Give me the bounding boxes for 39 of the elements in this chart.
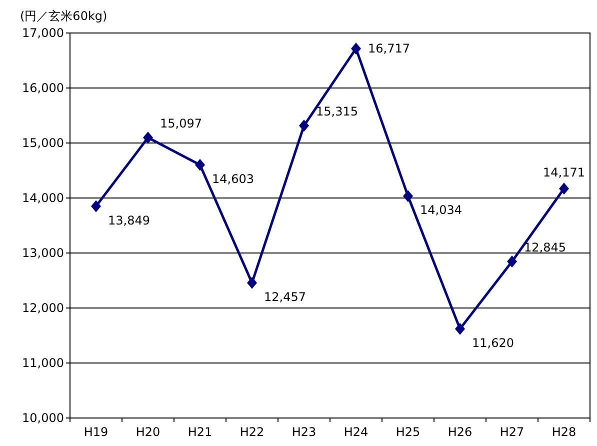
y-tick-label: 10,000 [22, 411, 64, 425]
data-label: 15,097 [160, 116, 202, 131]
x-tick-label: H20 [136, 425, 160, 439]
point [403, 190, 413, 202]
point [351, 42, 361, 55]
data-label: 14,034 [420, 203, 462, 218]
data-label: 16,717 [368, 42, 410, 56]
data-label: 12,457 [264, 290, 306, 304]
x-tick-label: H26 [448, 425, 472, 439]
data-label: 15,315 [316, 104, 358, 119]
x-tick-label: H27 [500, 425, 524, 439]
point [247, 276, 257, 289]
data-label: 12,845 [524, 240, 566, 255]
point [559, 182, 569, 195]
point [455, 322, 465, 335]
y-tick-label: 16,000 [22, 81, 64, 95]
y-tick-label: 15,000 [22, 136, 64, 150]
x-tick-label: H21 [188, 425, 212, 439]
data-label: 11,620 [472, 336, 514, 350]
point [299, 120, 309, 132]
data-label: 14,603 [212, 172, 254, 186]
y-tick-label: 17,000 [22, 26, 64, 40]
y-tick-label: 13,000 [22, 246, 64, 260]
point [507, 256, 517, 268]
y-axis-title: (円／玄米60kg) [20, 9, 108, 23]
y-tick-label: 11,000 [22, 356, 64, 370]
x-tick-label: H19 [84, 425, 108, 439]
point [143, 132, 153, 144]
x-tick-label: H28 [552, 425, 576, 439]
point [91, 200, 101, 212]
point [195, 158, 205, 171]
data-label: 14,171 [543, 166, 585, 180]
y-tick-label: 12,000 [22, 301, 64, 315]
data-label: 13,849 [108, 213, 150, 228]
x-tick-label: H22 [240, 425, 264, 439]
x-tick-label: H25 [396, 425, 420, 439]
x-tick-label: H23 [292, 425, 316, 439]
x-tick-label: H24 [344, 425, 368, 439]
y-tick-label: 14,000 [22, 191, 64, 205]
